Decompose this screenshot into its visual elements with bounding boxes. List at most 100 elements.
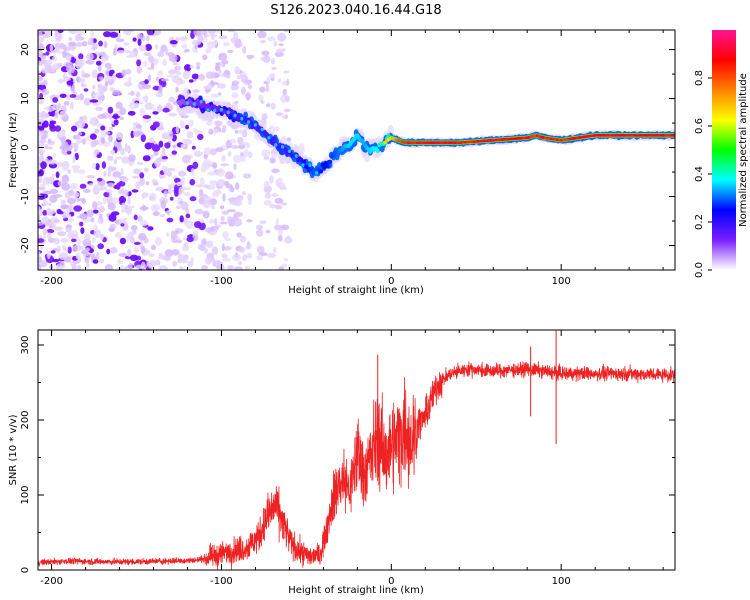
spectrogram-noise-blob xyxy=(38,139,47,144)
spectrogram-noise-blob xyxy=(168,96,175,103)
spectrogram-noise-blob xyxy=(43,198,47,203)
spectrogram-noise-blob xyxy=(124,81,133,87)
spectrogram-noise-blob xyxy=(135,181,141,189)
spectrogram-noise-blob xyxy=(221,253,228,259)
snr-x-ticks: -200 -100 0 100 xyxy=(40,330,664,587)
spectrogram-noise-blob xyxy=(94,128,100,134)
snr-x-label: Height of straight line (km) xyxy=(288,585,424,596)
spectrogram-noise-blob xyxy=(182,186,191,191)
spectrogram-noise-blob xyxy=(247,84,253,90)
spectrogram-noise-blob xyxy=(38,206,41,215)
spectrogram-noise-blob xyxy=(230,216,239,223)
spectrogram-noise-blob xyxy=(177,259,183,264)
spectrogram-noise-blob xyxy=(141,204,146,212)
spectrogram-noise-blob xyxy=(146,30,155,36)
spectrogram-noise-blob xyxy=(92,162,97,170)
spectrogram-noise-blob xyxy=(59,44,66,49)
spectrogram-noise-blob xyxy=(67,169,71,175)
spectrogram-noise-blob xyxy=(239,235,247,243)
snr-y-tick-label: 200 xyxy=(20,410,31,429)
spectrogram-noise-blob xyxy=(131,228,137,235)
spectrogram-noise-blob xyxy=(282,88,287,97)
spectrogram-noise-blob xyxy=(196,65,201,70)
spectrogram-noise-blob xyxy=(97,243,104,250)
spectrogram-noise-blob xyxy=(95,106,104,111)
spectrogram-noise-blob xyxy=(164,210,173,214)
spectrogram-noise-blob xyxy=(118,253,128,257)
spectrogram-noise-blob xyxy=(223,246,232,251)
spectrogram-noise-blob xyxy=(38,251,41,257)
spectrogram-noise-blob xyxy=(76,238,82,245)
spectrogram-noise-blob xyxy=(130,237,135,244)
spectrogram-noise-blob xyxy=(115,101,123,109)
spectrogram-noise-blob xyxy=(78,53,84,60)
spectrogram-noise-blob xyxy=(233,213,242,218)
spectrogram-noise-blob xyxy=(242,173,252,179)
spectrogram-noise-blob xyxy=(38,81,48,86)
spectrogram-noise-blob xyxy=(259,86,266,93)
spectrogram-noise-blob xyxy=(283,70,290,74)
spectrogram-ridge-spot xyxy=(213,108,217,113)
spectrogram-noise-blob xyxy=(84,247,91,252)
spectrogram-noise-blob xyxy=(118,189,126,195)
spectrogram-noise-blob xyxy=(147,74,152,82)
spectrogram-noise-blob xyxy=(275,178,279,186)
spectrogram-ridge-spot xyxy=(226,110,230,115)
spectrogram-noise-blob xyxy=(44,59,52,67)
spectrogram-noise-blob xyxy=(202,238,207,244)
spectrogram-noise-blob xyxy=(81,41,88,47)
spectrogram-noise-blob xyxy=(256,229,264,237)
spectrogram-frame xyxy=(37,29,676,271)
spectrogram-noise-blob xyxy=(120,167,124,176)
spectrogram-noise-blob xyxy=(222,42,231,47)
spectrogram-noise-blob xyxy=(108,70,113,77)
spectrogram-noise-blob xyxy=(168,54,178,62)
spectrogram-noise-blob xyxy=(229,138,237,144)
spectrogram-noise-blob xyxy=(155,76,160,81)
spectrogram-noise-blob xyxy=(230,84,239,91)
spectrogram-noise-blob xyxy=(270,193,279,197)
spectrogram-ridge-spot xyxy=(301,163,305,167)
spectrogram-noise-blob xyxy=(71,125,78,132)
spectrogram-noise-blob xyxy=(140,261,146,270)
spectrogram-noise-blob xyxy=(263,180,270,188)
spectrogram-noise-blob xyxy=(147,55,155,63)
spectrogram-noise-blob xyxy=(126,30,134,33)
spectrogram-noise-blob xyxy=(200,166,207,173)
spectrogram-noise-blob xyxy=(222,258,231,262)
spectrogram-noise-blob xyxy=(216,187,221,195)
spectrogram-noise-blob xyxy=(225,171,234,180)
spectrogram-noise-blob xyxy=(47,232,52,241)
spectrogram-noise-blob xyxy=(194,208,204,215)
spectrogram-noise-blob xyxy=(148,259,157,267)
spectrogram-noise-blob xyxy=(65,93,72,100)
spectrogram-noise-blob xyxy=(40,243,44,250)
spectrogram-noise-blob xyxy=(221,155,226,162)
spectrogram-noise-blob xyxy=(230,145,240,149)
spectrogram-ridge-spot xyxy=(267,136,271,140)
spectrogram-noise-blob xyxy=(205,71,215,79)
colorbar-label: Normalized spectral amplitude xyxy=(738,73,749,227)
spectrogram-noise-blob xyxy=(70,56,77,64)
spectrogram-noise-blob xyxy=(54,42,61,51)
spectrogram-noise-blob xyxy=(238,144,246,150)
spectrogram-noise-blob xyxy=(283,257,289,262)
spectrogram-noise-blob xyxy=(192,89,200,93)
spectrogram-noise-blob xyxy=(128,76,132,83)
spectrogram-noise-blob xyxy=(198,222,206,231)
spectrogram-noise-blob xyxy=(103,141,111,147)
spectrogram-noise-blob xyxy=(246,240,251,249)
spectrogram-noise-blob xyxy=(186,130,194,139)
spectrogram-noise-blob xyxy=(199,244,205,251)
spectrogram-noise-blob xyxy=(125,235,129,243)
spectrogram-noise-blob xyxy=(242,141,250,146)
spectrogram-noise-blob xyxy=(100,233,104,241)
spectrogram-noise-blob xyxy=(138,45,147,52)
spectrogram-ridge-spot xyxy=(185,101,190,105)
spectrogram-noise-blob xyxy=(161,147,166,155)
spectrogram-x-ticks: -200 -100 0 100 xyxy=(40,30,664,287)
spectrogram-noise-blob xyxy=(128,262,133,268)
spectrogram-noise-blob xyxy=(62,51,67,58)
spectrogram-noise-blob xyxy=(171,150,178,155)
spectrogram-noise-blob xyxy=(38,155,44,162)
